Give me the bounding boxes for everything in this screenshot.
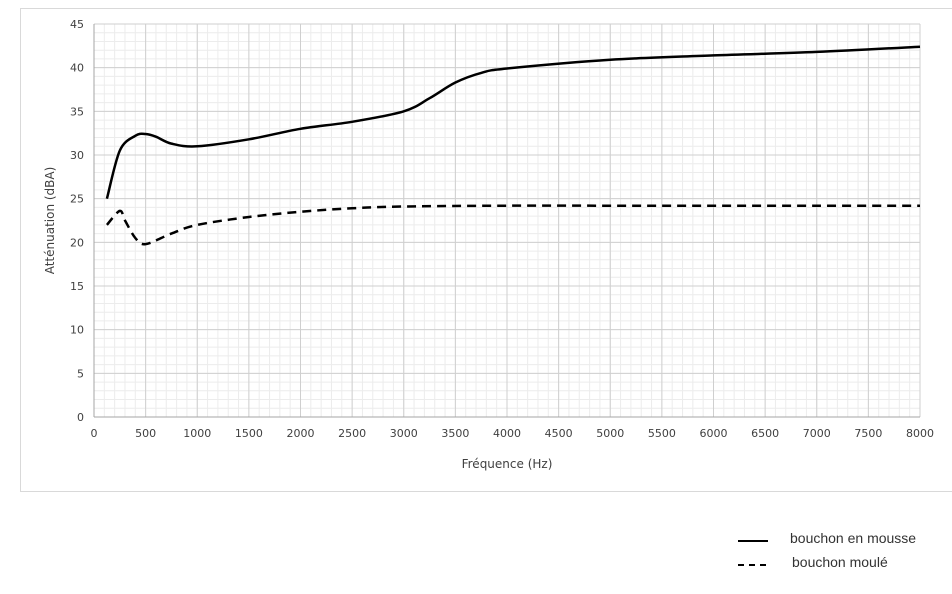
y-tick-label: 40 <box>70 62 84 75</box>
x-tick-label: 4000 <box>493 427 521 440</box>
legend: bouchon en mousse bouchon moulé <box>738 528 952 576</box>
x-tick-label: 500 <box>135 427 156 440</box>
series-layer <box>105 45 921 246</box>
legend-swatch-solid <box>738 540 768 542</box>
x-tick-label: 6500 <box>751 427 779 440</box>
legend-item-bouchon-moule: bouchon moulé <box>738 552 952 576</box>
y-tick-label: 10 <box>70 324 84 337</box>
y-tick-label: 25 <box>70 193 84 206</box>
y-tick-label: 20 <box>70 236 84 249</box>
x-tick-label: 7500 <box>854 427 882 440</box>
x-axis-title: Fréquence (Hz) <box>462 457 553 471</box>
x-tick-label: 5000 <box>596 427 624 440</box>
y-tick-labels: 0 5 10 15 20 25 30 35 40 45 <box>70 18 84 424</box>
x-tick-label: 2500 <box>338 427 366 440</box>
y-axis-title: Atténuation (dBA) <box>43 167 57 275</box>
y-tick-label: 0 <box>77 411 84 424</box>
x-tick-label: 6000 <box>700 427 728 440</box>
x-tick-label: 3500 <box>441 427 469 440</box>
y-tick-label: 5 <box>77 367 84 380</box>
y-tick-label: 15 <box>70 280 84 293</box>
x-tick-label: 5500 <box>648 427 676 440</box>
x-tick-label: 3000 <box>390 427 418 440</box>
x-tick-labels: 0 500 1000 1500 2000 2500 3000 3500 4000 4500 5000… <box>91 427 935 440</box>
legend-swatch-dashed <box>738 564 766 566</box>
x-tick-label: 8000 <box>906 427 934 440</box>
series-line-0 <box>105 45 921 200</box>
x-tick-label: 1000 <box>183 427 211 440</box>
x-tick-label: 0 <box>91 427 98 440</box>
x-tick-label: 4500 <box>545 427 573 440</box>
x-tick-label: 1500 <box>235 427 263 440</box>
y-tick-label: 35 <box>70 105 84 118</box>
x-tick-label: 2000 <box>287 427 315 440</box>
y-tick-label: 30 <box>70 149 84 162</box>
x-tick-label: 7000 <box>803 427 831 440</box>
y-tick-label: 45 <box>70 18 84 31</box>
legend-label: bouchon moulé <box>792 554 888 570</box>
legend-item-bouchon-en-mousse: bouchon en mousse <box>738 528 952 552</box>
legend-label: bouchon en mousse <box>790 530 917 546</box>
series-line-1 <box>105 204 920 246</box>
axis-lines <box>93 24 920 418</box>
